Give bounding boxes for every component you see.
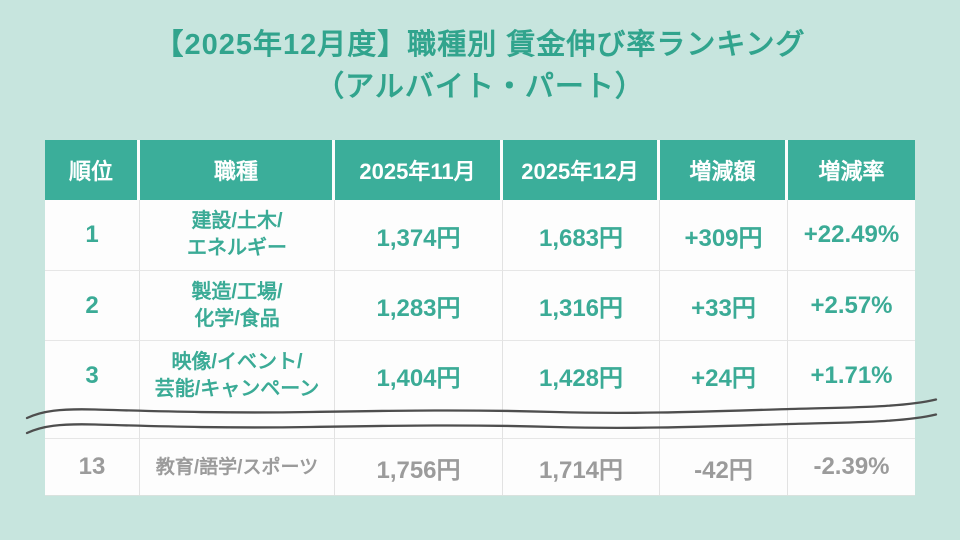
job-line-1: 映像/イベント/ [171, 350, 303, 373]
break-cell [660, 410, 788, 438]
job-cell: 映像/イベント/ 芸能/キャンペーン [140, 340, 335, 410]
diff-amount-cell: +33円 [660, 270, 788, 340]
job-line-1: 製造/工場/ [191, 280, 283, 303]
col-header-rate: 増減率 [788, 140, 915, 200]
job-cell: 教育/語学/スポーツ [140, 438, 335, 495]
break-cell [45, 410, 140, 438]
job-cell: 建設/土木/ エネルギー [140, 200, 335, 270]
dec-wage-cell: 1,428円 [503, 340, 660, 410]
col-header-dec: 2025年12月 [503, 140, 660, 200]
title-line-1: 【2025年12月度】職種別 賃金伸び率ランキング [154, 29, 806, 61]
nov-wage-cell: 1,283円 [335, 270, 503, 340]
diff-amount-cell: -42円 [660, 438, 788, 495]
diff-amount-cell: +24円 [660, 340, 788, 410]
dec-wage-cell: 1,316円 [503, 270, 660, 340]
rank-cell: 2 [45, 270, 140, 340]
diff-rate-cell: -2.39% [788, 438, 915, 495]
break-cell [503, 410, 660, 438]
break-cell [140, 410, 335, 438]
job-cell: 製造/工場/ 化学/食品 [140, 270, 335, 340]
table-row: 1 建設/土木/ エネルギー 1,374円 1,683円 +309円 +22.4… [45, 200, 915, 270]
table-row: 13 教育/語学/スポーツ 1,756円 1,714円 -42円 -2.39% [45, 438, 915, 495]
job-line-1: 建設/土木/ [191, 210, 283, 232]
col-header-job: 職種 [140, 140, 335, 200]
nov-wage-cell: 1,374円 [335, 200, 503, 270]
col-header-rank: 順位 [45, 140, 140, 200]
table-break-row [45, 410, 915, 438]
page-title: 【2025年12月度】職種別 賃金伸び率ランキング （アルバイト・パート） [0, 24, 960, 108]
job-line-2: 芸能/キャンペーン [154, 377, 320, 400]
table-row: 2 製造/工場/ 化学/食品 1,283円 1,316円 +33円 +2.57% [45, 270, 915, 340]
ranking-table: 順位 職種 2025年11月 2025年12月 増減額 増減率 1 建設/土木/… [45, 140, 915, 496]
rank-cell: 13 [45, 438, 140, 495]
diff-amount-cell: +309円 [660, 200, 788, 270]
table-row: 3 映像/イベント/ 芸能/キャンペーン 1,404円 1,428円 +24円 … [45, 340, 915, 410]
job-line-2: 化学/食品 [194, 307, 280, 330]
job-line-2: エネルギー [187, 237, 287, 259]
dec-wage-cell: 1,683円 [503, 200, 660, 270]
col-header-nov: 2025年11月 [335, 140, 503, 200]
break-cell [335, 410, 503, 438]
nov-wage-cell: 1,404円 [335, 340, 503, 410]
rank-cell: 3 [45, 340, 140, 410]
diff-rate-cell: +22.49% [788, 200, 915, 270]
nov-wage-cell: 1,756円 [335, 438, 503, 495]
diff-rate-cell: +1.71% [788, 340, 915, 410]
diff-rate-cell: +2.57% [788, 270, 915, 340]
title-line-2: （アルバイト・パート） [315, 71, 645, 103]
col-header-diff: 増減額 [660, 140, 788, 200]
rank-cell: 1 [45, 200, 140, 270]
dec-wage-cell: 1,714円 [503, 438, 660, 495]
break-cell [788, 410, 915, 438]
table-header-row: 順位 職種 2025年11月 2025年12月 増減額 増減率 [45, 140, 915, 200]
